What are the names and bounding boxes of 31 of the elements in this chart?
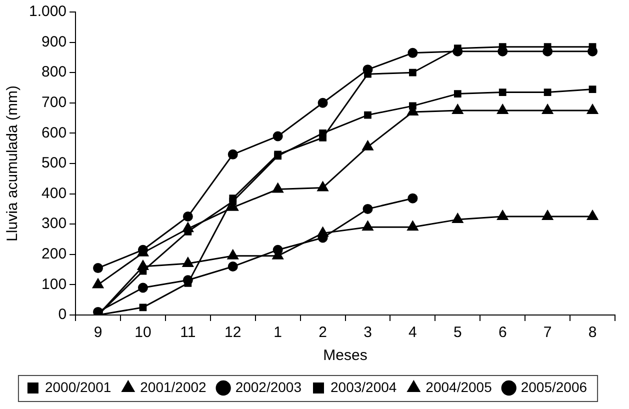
legend-label: 2000/2001 (44, 378, 112, 395)
y-tick-label: 1.000 (28, 3, 67, 20)
legend-label: 2004/2005 (426, 378, 492, 395)
x-axis-title: Meses (323, 347, 368, 364)
x-tick-label: 12 (224, 324, 242, 342)
x-tick-label: 1 (274, 324, 282, 342)
x-tick-label: 6 (498, 324, 507, 342)
y-axis-title: Lluvia acumulada (mm) (4, 86, 22, 242)
y-tick-label: 900 (42, 33, 67, 50)
x-tick-label: 10 (134, 324, 152, 342)
x-tick-label: 3 (364, 324, 372, 342)
y-tick-label: 0 (58, 306, 67, 324)
y-tick-label: 400 (42, 184, 67, 202)
x-tick-label: 8 (588, 324, 597, 342)
x-tick-label: 2 (318, 324, 327, 342)
legend-label: 2003/2004 (330, 378, 397, 395)
y-tick-label: 800 (42, 64, 67, 81)
y-tick-label: 100 (42, 276, 67, 293)
y-tick-label: 300 (42, 215, 67, 232)
x-tick-label: 9 (94, 324, 102, 342)
x-tick-label: 4 (408, 324, 417, 342)
x-tick-label: 11 (180, 324, 196, 342)
x-tick-label: 5 (453, 324, 462, 342)
y-tick-label: 600 (42, 124, 67, 142)
y-tick-label: 700 (42, 94, 67, 112)
legend-label: 2005/2006 (520, 378, 588, 395)
y-tick-label: 200 (42, 246, 67, 263)
legend-label: 2001/2002 (140, 378, 207, 395)
legend-label: 2002/2003 (235, 378, 302, 395)
x-tick-label: 7 (543, 324, 552, 342)
y-tick-label: 500 (42, 154, 67, 172)
